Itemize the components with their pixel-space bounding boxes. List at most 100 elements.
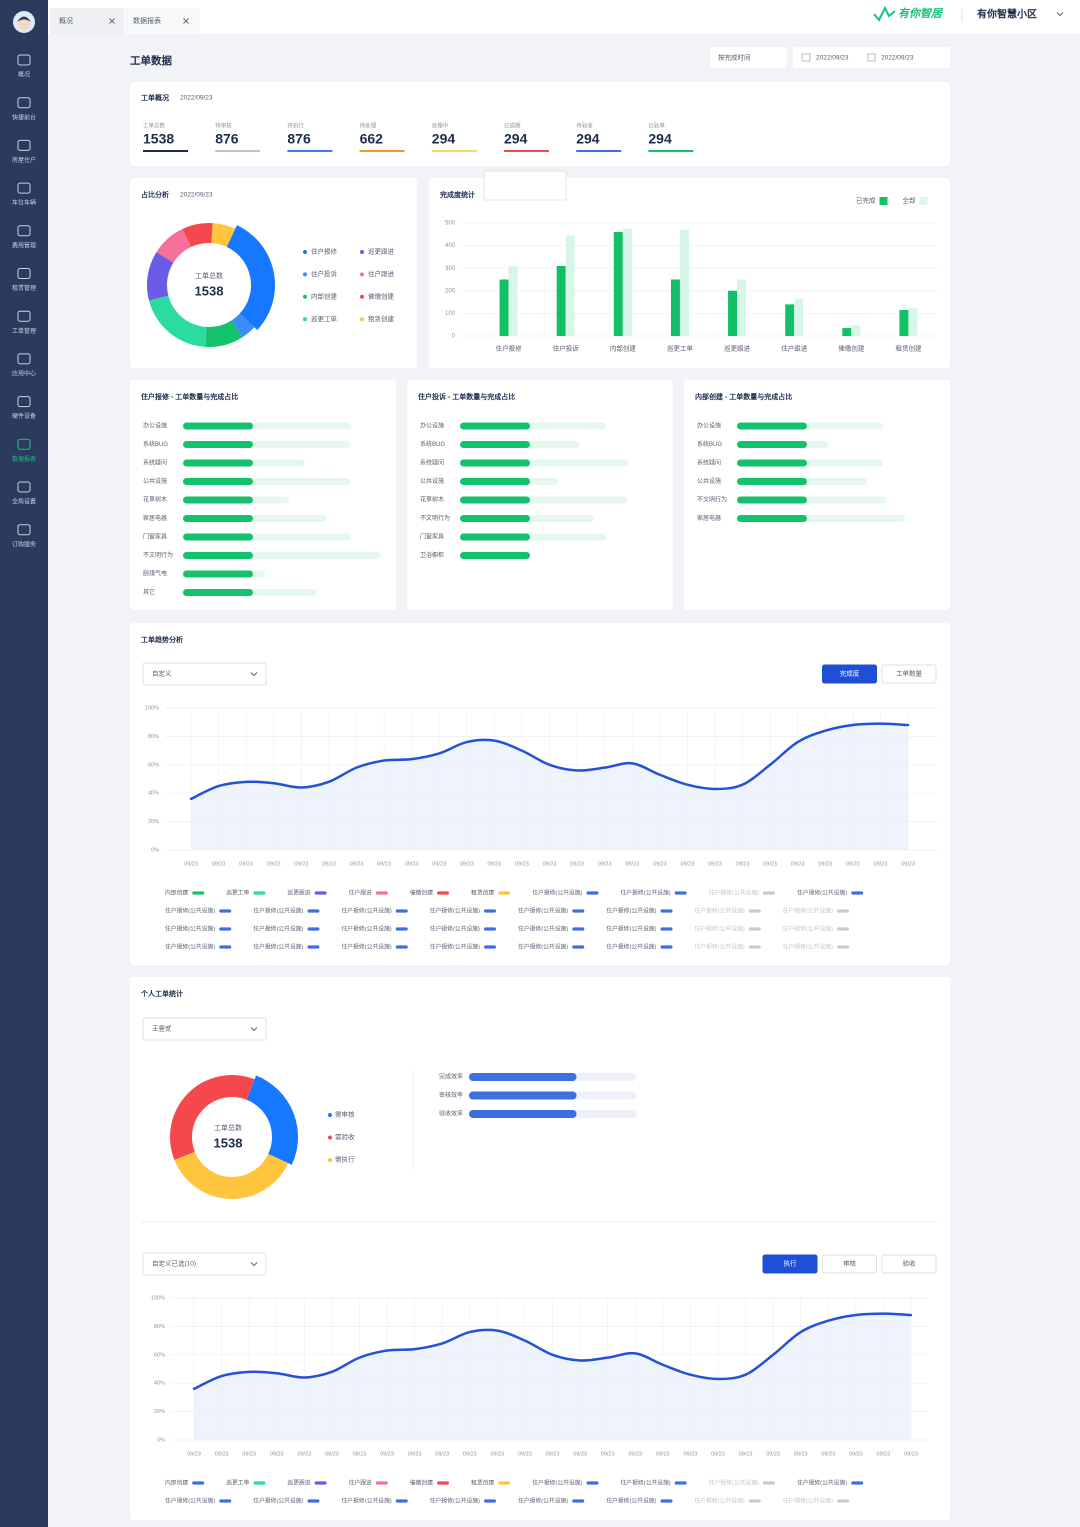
legend-label[interactable]: 住户报修(公共设施) <box>783 907 833 915</box>
button[interactable] <box>822 1254 877 1274</box>
legend-label[interactable]: 住户报修(公共设施) <box>797 1479 847 1487</box>
progress-bar <box>737 459 807 467</box>
button-label: 工单数量 <box>896 669 923 678</box>
legend-label[interactable]: 住户报修(公共设施) <box>253 943 303 951</box>
button-active[interactable] <box>822 664 877 684</box>
legend-label[interactable]: 租赁创建 <box>471 889 494 897</box>
button-active[interactable] <box>762 1254 818 1274</box>
legend-label[interactable]: 巡更跟进 <box>287 889 310 897</box>
x-tick-label: 住户投诉 <box>553 344 580 353</box>
legend-dot <box>328 1135 332 1140</box>
legend-label[interactable]: 住户报修(公共设施) <box>253 907 303 915</box>
date-range[interactable] <box>793 47 950 68</box>
legend-label[interactable]: 住户报修(公共设施) <box>620 1479 670 1487</box>
button[interactable] <box>881 664 937 684</box>
legend-label[interactable]: 住户报修(公共设施) <box>695 907 745 915</box>
chevron-icon <box>1056 12 1064 17</box>
legend-label[interactable]: 住户报修(公共设施) <box>430 943 480 951</box>
legend-label[interactable]: 巡更跟进 <box>287 1479 310 1487</box>
legend-label[interactable]: 住户报修(公共设施) <box>342 943 392 951</box>
filter-select[interactable] <box>710 47 787 68</box>
legend-label[interactable]: 住户报修(公共设施) <box>606 1497 656 1505</box>
legend-label[interactable]: 住户报修(公共设施) <box>532 889 582 897</box>
legend-marker <box>660 945 673 949</box>
legend-label[interactable]: 住户报修(公共设施) <box>797 889 847 897</box>
x-tick-label: 09/23 <box>821 1451 835 1457</box>
legend-label[interactable]: 住户报修(公共设施) <box>606 925 656 933</box>
button-label: 审核 <box>843 1259 857 1268</box>
tab-close[interactable] <box>109 18 115 24</box>
dropdown[interactable] <box>142 662 267 686</box>
x-tick-label: 09/23 <box>794 1451 808 1457</box>
sidebar-item[interactable]: 工单管理 <box>12 327 36 335</box>
tab-active[interactable] <box>125 8 200 34</box>
legend-label[interactable]: 住户报修(公共设施) <box>253 925 303 933</box>
bar <box>899 310 909 336</box>
x-tick-label: 09/23 <box>490 1451 504 1457</box>
legend-label[interactable]: 住户报修(公共设施) <box>783 943 833 951</box>
calendar-icon <box>801 53 811 62</box>
legend-label[interactable]: 住户报修(公共设施) <box>518 943 568 951</box>
legend-label[interactable]: 住户报修(公共设施) <box>532 1479 582 1487</box>
sidebar-item[interactable]: 租赁管理 <box>12 284 36 292</box>
sidebar-item[interactable]: 房屋住户 <box>12 156 36 164</box>
legend-label[interactable]: 住户报修(公共设施) <box>709 889 759 897</box>
legend-label[interactable]: 住户报修(公共设施) <box>342 925 392 933</box>
sidebar-item[interactable]: 概况 <box>18 71 30 79</box>
legend-label[interactable]: 住户报修(公共设施) <box>253 1497 303 1505</box>
legend-marker <box>437 891 450 895</box>
progress-bar <box>183 589 253 596</box>
legend-label[interactable]: 住户报修(公共设施) <box>342 1497 392 1505</box>
x-tick-label: 09/23 <box>625 861 639 867</box>
legend-label[interactable]: 内部创建 <box>165 1479 188 1487</box>
legend-label[interactable]: 住户跟进 <box>349 889 372 897</box>
legend-label[interactable]: 住户报修(公共设施) <box>342 907 392 915</box>
sidebar-item[interactable]: 费用管理 <box>12 241 36 249</box>
legend-label[interactable]: 巡更工单 <box>226 889 249 897</box>
x-tick-label: 09/23 <box>463 1451 477 1457</box>
legend-label[interactable]: 催缴创建 <box>410 1479 433 1487</box>
tab-close[interactable] <box>183 18 189 24</box>
legend-label[interactable]: 内部创建 <box>165 889 188 897</box>
legend-label[interactable]: 住户报修(公共设施) <box>709 1479 759 1487</box>
y-tick-label: 0% <box>157 1437 165 1443</box>
legend-label[interactable]: 住户报修(公共设施) <box>165 1497 215 1505</box>
legend-label[interactable]: 住户报修(公共设施) <box>518 925 568 933</box>
progress-bar <box>460 533 530 541</box>
x-tick-label: 09/23 <box>791 861 805 867</box>
legend-label[interactable]: 住户报修(公共设施) <box>695 1497 745 1505</box>
chevron-icon <box>250 1262 258 1267</box>
dropdown[interactable] <box>142 1017 267 1041</box>
community-name[interactable]: 有你智慧小区 <box>977 8 1037 21</box>
button[interactable] <box>881 1254 937 1274</box>
legend-label[interactable]: 住户报修(公共设施) <box>430 925 480 933</box>
legend-label[interactable]: 住户报修(公共设施) <box>783 1497 833 1505</box>
sidebar-item[interactable]: 硬件设备 <box>12 412 36 420</box>
legend-label[interactable]: 住户报修(公共设施) <box>606 943 656 951</box>
legend-label[interactable]: 巡更工单 <box>226 1479 249 1487</box>
legend-label[interactable]: 催缴创建 <box>410 889 433 897</box>
sidebar-item[interactable]: 数据报表 <box>12 455 36 463</box>
sidebar-item[interactable]: 应用中心 <box>12 369 36 377</box>
legend-label[interactable]: 租赁创建 <box>471 1479 494 1487</box>
legend-label[interactable]: 住户报修(公共设施) <box>695 943 745 951</box>
sidebar-item[interactable]: 快捷前台 <box>12 113 36 121</box>
legend-label[interactable]: 住户报修(公共设施) <box>165 925 215 933</box>
legend-label[interactable]: 住户报修(公共设施) <box>783 925 833 933</box>
legend-label[interactable]: 住户报修(公共设施) <box>518 1497 568 1505</box>
sidebar-item[interactable]: 车位车辆 <box>12 199 36 207</box>
line <box>189 722 910 801</box>
legend-label[interactable]: 住户报修(公共设施) <box>606 907 656 915</box>
sidebar-item[interactable]: 全局设置 <box>12 498 36 506</box>
legend-label[interactable]: 住户报修(公共设施) <box>165 943 215 951</box>
legend-label[interactable]: 住户跟进 <box>349 1479 372 1487</box>
sidebar-item[interactable]: 订购服务 <box>12 540 36 548</box>
legend-label[interactable]: 住户报修(公共设施) <box>695 925 745 933</box>
legend-label[interactable]: 住户报修(公共设施) <box>620 889 670 897</box>
legend-label[interactable]: 住户报修(公共设施) <box>518 907 568 915</box>
legend-label[interactable]: 住户报修(公共设施) <box>430 907 480 915</box>
x-tick-label: 住户跟进 <box>781 344 808 353</box>
dropdown[interactable] <box>142 1252 267 1276</box>
legend-label[interactable]: 住户报修(公共设施) <box>430 1497 480 1505</box>
legend-label[interactable]: 住户报修(公共设施) <box>165 907 215 915</box>
